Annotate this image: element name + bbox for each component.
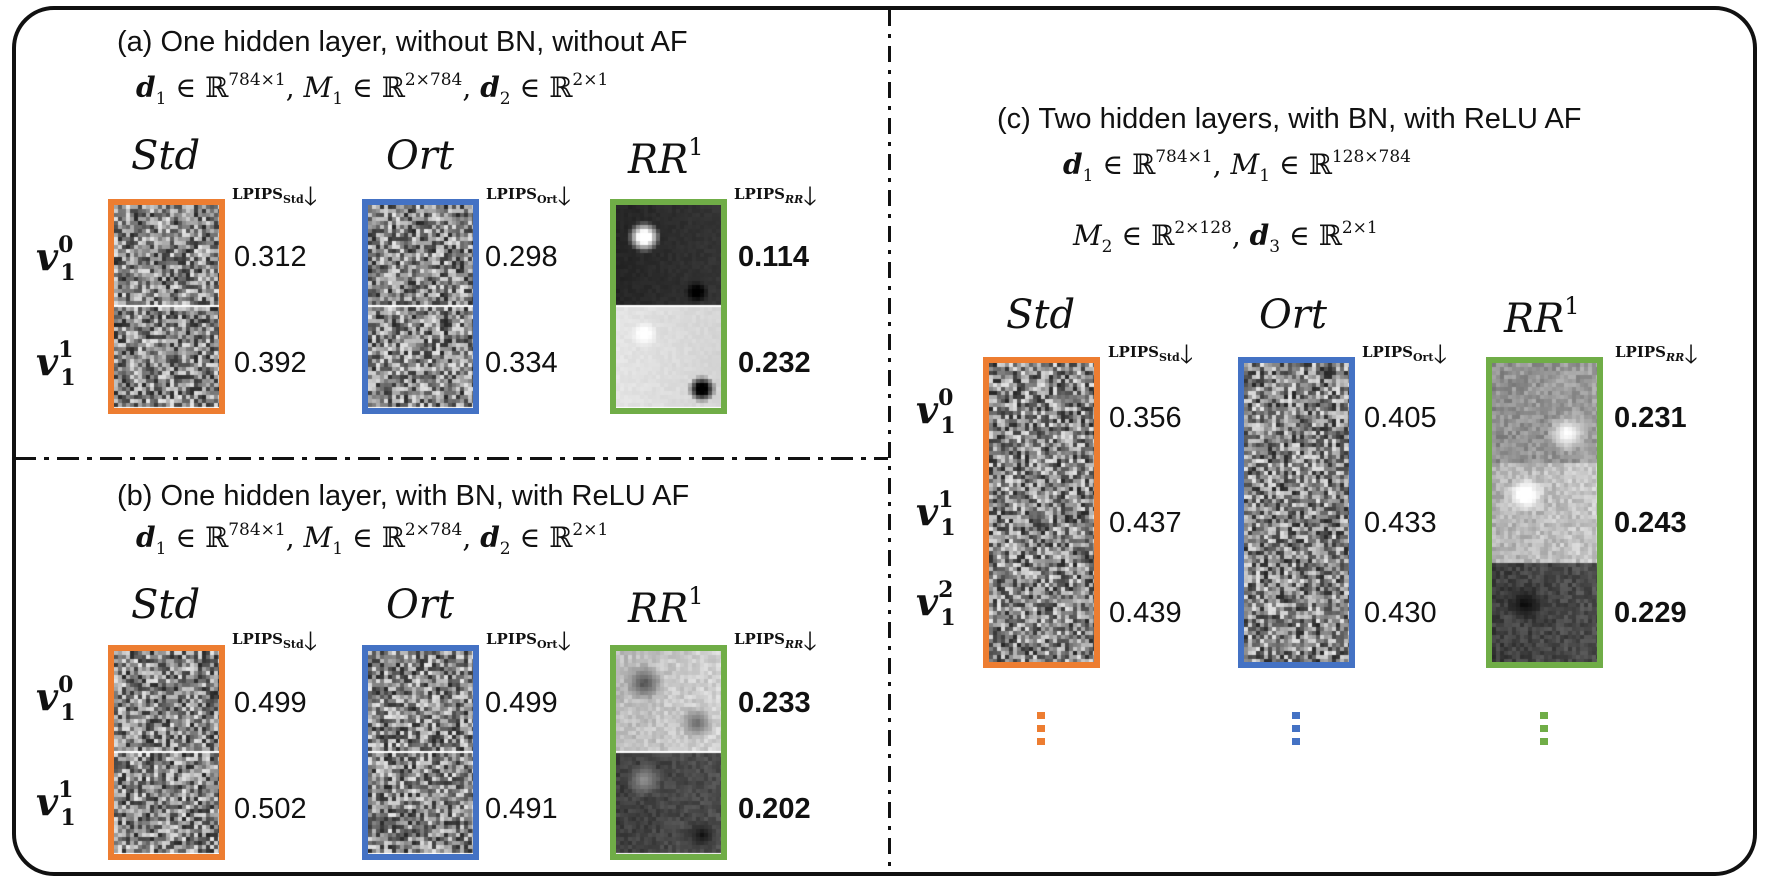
- value-std: 0.502: [234, 793, 307, 825]
- lpips-std-label: LPIPSStd🡓: [232, 627, 318, 657]
- value-rr: 0.232: [738, 347, 811, 379]
- image-stack-canvas: [368, 205, 473, 408]
- lpips-std-label: LPIPSStd🡓: [1108, 340, 1194, 370]
- value-std: 0.392: [234, 347, 307, 379]
- panel-c-equation-2: M2 ∈ ℝ2×128, d3 ∈ ℝ2×1: [1073, 218, 1378, 257]
- row-label-v1-1: v11: [36, 337, 76, 391]
- col-ort-header: Ort: [1259, 292, 1327, 338]
- col-ort-header: Ort: [386, 133, 454, 179]
- col-std-header: Std: [1006, 292, 1076, 338]
- row-label-v1-1: v11: [36, 777, 76, 831]
- panel-b-equation: d1 ∈ ℝ784×1, M1 ∈ ℝ2×784, d2 ∈ ℝ2×1: [136, 520, 609, 559]
- col-std-header: Std: [131, 582, 201, 628]
- row-label-v1-2: v21: [916, 577, 956, 631]
- ort-image-stack: [362, 645, 479, 860]
- image-stack-canvas: [114, 651, 219, 854]
- value-std: 0.437: [1109, 507, 1182, 539]
- vertical-divider: [888, 10, 891, 876]
- row-label-v1-0: v01: [36, 672, 76, 726]
- value-std: 0.312: [234, 241, 307, 273]
- value-ort: 0.298: [485, 241, 558, 273]
- lpips-rr-label: LPIPSRR🡓: [734, 627, 817, 657]
- image-stack-canvas: [114, 205, 219, 408]
- row-label-v1-0: v01: [36, 232, 76, 286]
- value-ort: 0.430: [1364, 597, 1437, 629]
- lpips-ort-label: LPIPSOrt🡓: [486, 182, 571, 212]
- continuation-dots-ort: [1292, 712, 1300, 746]
- value-rr: 0.114: [738, 241, 809, 273]
- lpips-ort-label: LPIPSOrt🡓: [486, 627, 571, 657]
- rr-image-stack: [610, 645, 727, 860]
- value-ort: 0.499: [485, 687, 558, 719]
- lpips-ort-label: LPIPSOrt🡓: [1362, 340, 1447, 370]
- image-stack-canvas: [616, 205, 721, 408]
- rr-image-stack: [1486, 357, 1603, 668]
- value-ort: 0.334: [485, 347, 558, 379]
- continuation-dots-std: [1037, 712, 1045, 746]
- figure-frame: [12, 6, 1757, 876]
- std-image-stack: [983, 357, 1100, 668]
- lpips-std-label: LPIPSStd🡓: [232, 182, 318, 212]
- lpips-rr-label: LPIPSRR🡓: [734, 182, 817, 212]
- std-image-stack: [108, 199, 225, 414]
- col-std-header: Std: [131, 133, 201, 179]
- col-rr-header: RR1: [628, 582, 704, 632]
- std-image-stack: [108, 645, 225, 860]
- col-ort-header: Ort: [386, 582, 454, 628]
- col-rr-header: RR1: [628, 133, 704, 183]
- ort-image-stack: [1238, 357, 1355, 668]
- lpips-rr-label: LPIPSRR🡓: [1615, 340, 1698, 370]
- image-stack-canvas: [616, 651, 721, 854]
- value-ort: 0.433: [1364, 507, 1437, 539]
- image-stack-canvas: [1244, 363, 1349, 662]
- value-std: 0.356: [1109, 402, 1182, 434]
- value-rr: 0.233: [738, 687, 811, 719]
- horizontal-divider: [14, 457, 888, 460]
- panel-c-title: (c) Two hidden layers, with BN, with ReL…: [997, 103, 1582, 135]
- continuation-dots-rr: [1540, 712, 1548, 746]
- value-std: 0.439: [1109, 597, 1182, 629]
- row-label-v1-0: v01: [916, 385, 956, 439]
- value-rr: 0.229: [1614, 597, 1687, 629]
- ort-image-stack: [362, 199, 479, 414]
- value-ort: 0.491: [485, 793, 558, 825]
- panel-a-equation: d1 ∈ ℝ784×1, M1 ∈ ℝ2×784, d2 ∈ ℝ2×1: [136, 70, 609, 109]
- row-label-v1-1: v11: [916, 487, 956, 541]
- col-rr-header: RR1: [1504, 292, 1580, 342]
- rr-image-stack: [610, 199, 727, 414]
- value-std: 0.499: [234, 687, 307, 719]
- panel-c-equation-1: d1 ∈ ℝ784×1, M1 ∈ ℝ128×784: [1063, 147, 1411, 186]
- image-stack-canvas: [1492, 363, 1597, 662]
- panel-a-title: (a) One hidden layer, without BN, withou…: [117, 26, 688, 58]
- image-stack-canvas: [368, 651, 473, 854]
- value-ort: 0.405: [1364, 402, 1437, 434]
- image-stack-canvas: [989, 363, 1094, 662]
- value-rr: 0.202: [738, 793, 811, 825]
- value-rr: 0.243: [1614, 507, 1687, 539]
- value-rr: 0.231: [1614, 402, 1687, 434]
- panel-b-title: (b) One hidden layer, with BN, with ReLU…: [117, 480, 690, 512]
